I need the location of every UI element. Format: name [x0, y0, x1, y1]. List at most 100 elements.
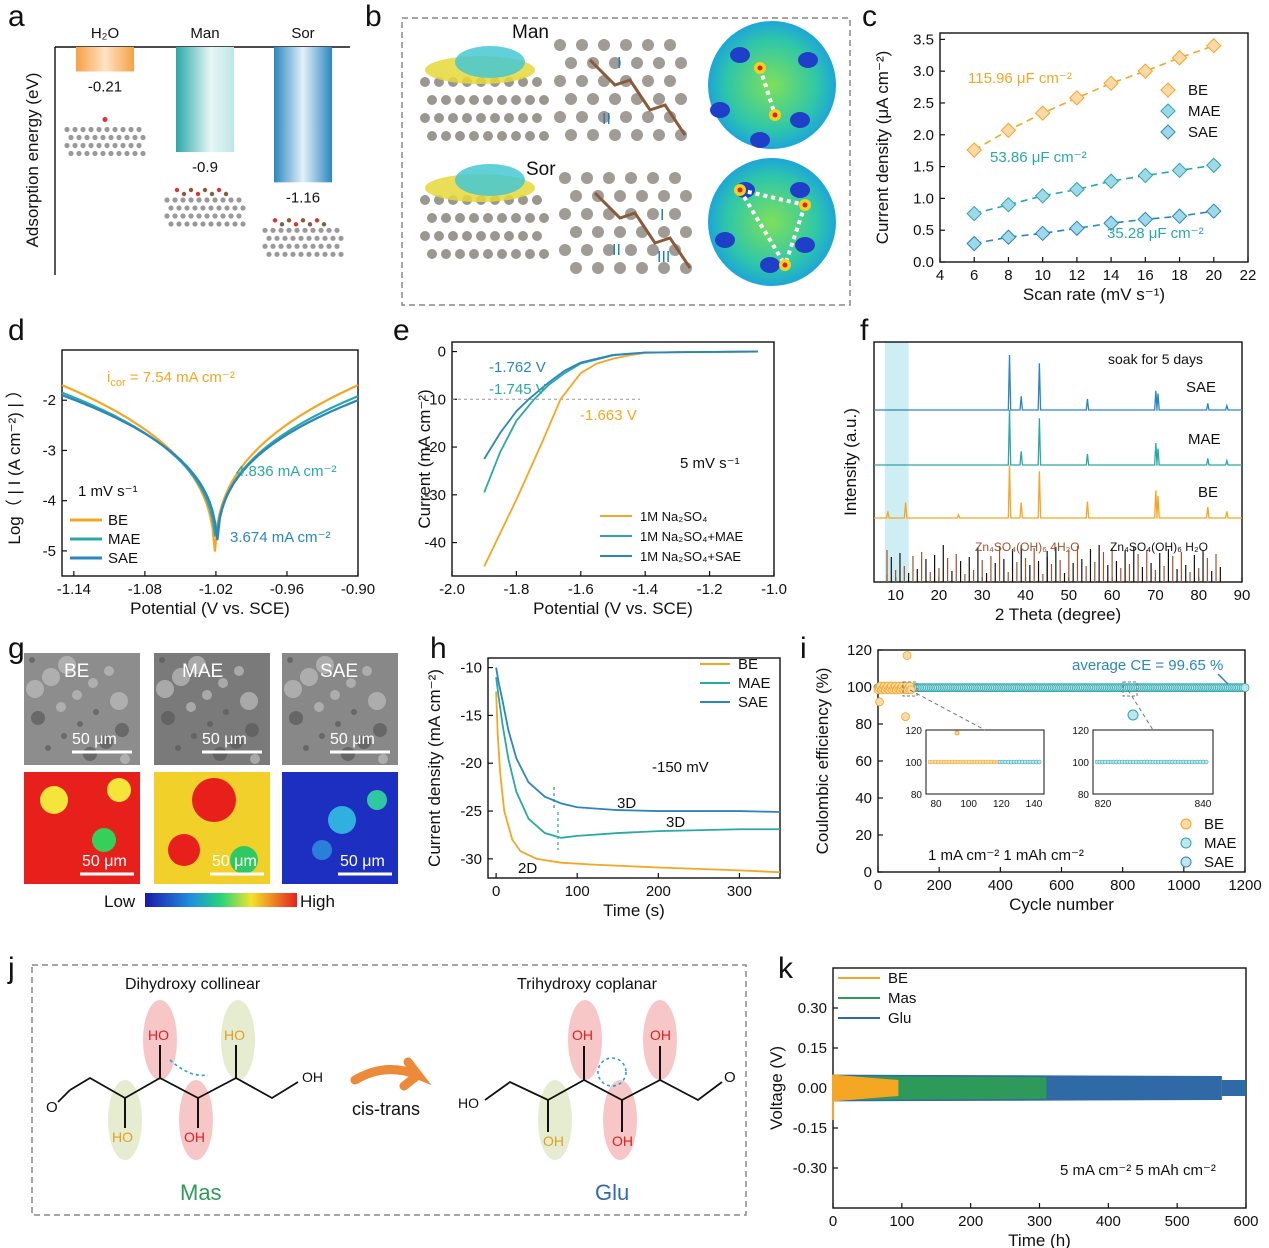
h-legend-SAE: SAE [738, 694, 768, 711]
a-ylabel: Adsorption energy (eV) [23, 73, 42, 248]
j-oh: OH [302, 1069, 323, 1085]
c-point [1069, 220, 1085, 237]
i-xtick: 1000 [1167, 877, 1200, 894]
c-xtick: 8 [1004, 267, 1012, 284]
c-legend-SAE: SAE [1188, 124, 1218, 141]
f-xtick: 10 [887, 587, 904, 604]
i-inset-xtick: 820 [1095, 799, 1112, 810]
a-category-label: Man [190, 25, 219, 42]
c-point [1000, 229, 1017, 245]
g-scale: 50 μm [202, 731, 247, 748]
b-roman: I [617, 55, 621, 72]
i-inset-ytick: 120 [1072, 726, 1089, 737]
d-xtick: -0.90 [341, 581, 375, 598]
i-xtick: 400 [988, 877, 1013, 894]
k-axes: 0 100 200 300 400 500 600 0.30 0.15 0.00 -0.15 -0.3… [767, 967, 1259, 1248]
i-legend-BE: BE [1204, 816, 1224, 833]
j-right-name: Glu [595, 1180, 629, 1205]
c-point [1171, 50, 1188, 66]
a-slab-Sor [262, 218, 344, 257]
e-ytick: -20 [424, 439, 446, 456]
c-series-BE [966, 37, 1222, 158]
d-xtick: -0.96 [270, 581, 304, 598]
d-xtick: -1.02 [199, 581, 233, 598]
panel-letter-a: a [8, 0, 25, 33]
e-xtick: -1.0 [761, 581, 787, 598]
b-label-sor: Sor [526, 159, 556, 180]
c-point [1000, 122, 1017, 139]
g-scale: 50 μm [72, 731, 117, 748]
d-series-SAE [61, 394, 359, 541]
e-ytick: -10 [424, 391, 446, 408]
c-annotation-be: 115.96 μF cm⁻² [968, 70, 1072, 87]
c-point [1069, 181, 1085, 198]
c-ytick: 0.5 [913, 222, 934, 239]
j-right-title: Trihydroxy coplanar [517, 976, 658, 993]
h-annotation-bias: -150 mV [652, 759, 709, 776]
c-ytick: 0.0 [913, 254, 934, 271]
d-xtick: -1.08 [128, 581, 162, 598]
panel-letter-g: g [8, 632, 25, 665]
a-slab-H2O [64, 117, 146, 157]
i-inset-ytick: 80 [1078, 790, 1090, 801]
k-xtick: 200 [958, 1213, 983, 1230]
i-ytick: 80 [855, 716, 872, 733]
f-axes: 10 20 30 40 50 60 70 80 90 2 Theta (degree) Intens… [841, 341, 1251, 624]
k-annotation: 5 mA cm⁻² 5 mAh cm⁻² [1060, 1162, 1216, 1179]
j-panel: Dihydroxy collinear Trihydroxy coplanarOH… [31, 964, 747, 1216]
h-xtick: 100 [565, 883, 590, 900]
c-point [1205, 203, 1222, 219]
c-series-SAE [966, 203, 1222, 252]
i-ytick: 40 [855, 790, 872, 807]
d-ytick: -4 [43, 493, 56, 510]
h-annotation-2d: 2D [518, 860, 537, 877]
i-ylabel: Coulombic efficiency (%) [813, 668, 832, 855]
i-xtick: 0 [874, 877, 882, 894]
h-xlabel: Time (s) [603, 901, 665, 920]
b-roman: II [612, 242, 621, 259]
d-series-MAE [61, 391, 359, 538]
d-ytick: -2 [43, 392, 56, 409]
f-highlight [884, 342, 909, 582]
c-point [1137, 211, 1154, 228]
a-value-label: -0.21 [88, 79, 122, 96]
c-ytick: 3.5 [913, 31, 934, 48]
e-xtick: -1.2 [697, 581, 723, 598]
d-xtick: -1.14 [57, 581, 91, 598]
k-ytick: -0.15 [793, 1120, 827, 1137]
k-ytick: 0.30 [798, 1000, 827, 1017]
f-xtick: 90 [1234, 587, 1251, 604]
i-inset-xtick: 80 [930, 799, 942, 810]
j-o: O [46, 1099, 58, 1116]
f-xtick: 80 [1190, 587, 1207, 604]
c-point [1034, 225, 1051, 242]
e-annotation-sae: -1.762 V [489, 359, 546, 376]
k-legend-Mas: Mas [888, 990, 916, 1007]
h-legend-BE: BE [738, 656, 758, 673]
d-legend-SAE: SAE [108, 550, 138, 567]
h-xtick: 200 [646, 883, 671, 900]
c-point [1171, 162, 1188, 179]
j-arrow-label: cis-trans [352, 1099, 420, 1119]
i-ytick: 60 [855, 753, 872, 770]
b-label-man: Man [512, 22, 549, 43]
j-oh: OH [184, 1129, 205, 1145]
a-slab-Man [164, 187, 246, 227]
i-xtick: 600 [1049, 877, 1074, 894]
c-ytick: 2.5 [913, 95, 934, 112]
h-series-MAE [495, 677, 780, 839]
e-legend: 1M Na₂SO₄ [640, 509, 707, 524]
panel-letter-i: i [800, 632, 807, 665]
c-xtick: 10 [1034, 267, 1051, 284]
f-xtick: 50 [1060, 587, 1077, 604]
k-ylabel: Voltage (V) [767, 1046, 786, 1130]
d-series-BE [61, 384, 359, 552]
g-label-BE: BE [64, 661, 89, 682]
i-inset-ytick: 80 [911, 790, 923, 801]
c-point [1137, 63, 1154, 79]
k-xtick: 300 [1027, 1213, 1052, 1230]
c-point [1205, 157, 1222, 174]
f-ref-label-1: Zn₄SO₄(OH)₆ 4H₂O [975, 540, 1080, 554]
i-inset-ytick: 100 [1072, 758, 1089, 769]
h-annotation-3d: 3D [666, 814, 685, 831]
